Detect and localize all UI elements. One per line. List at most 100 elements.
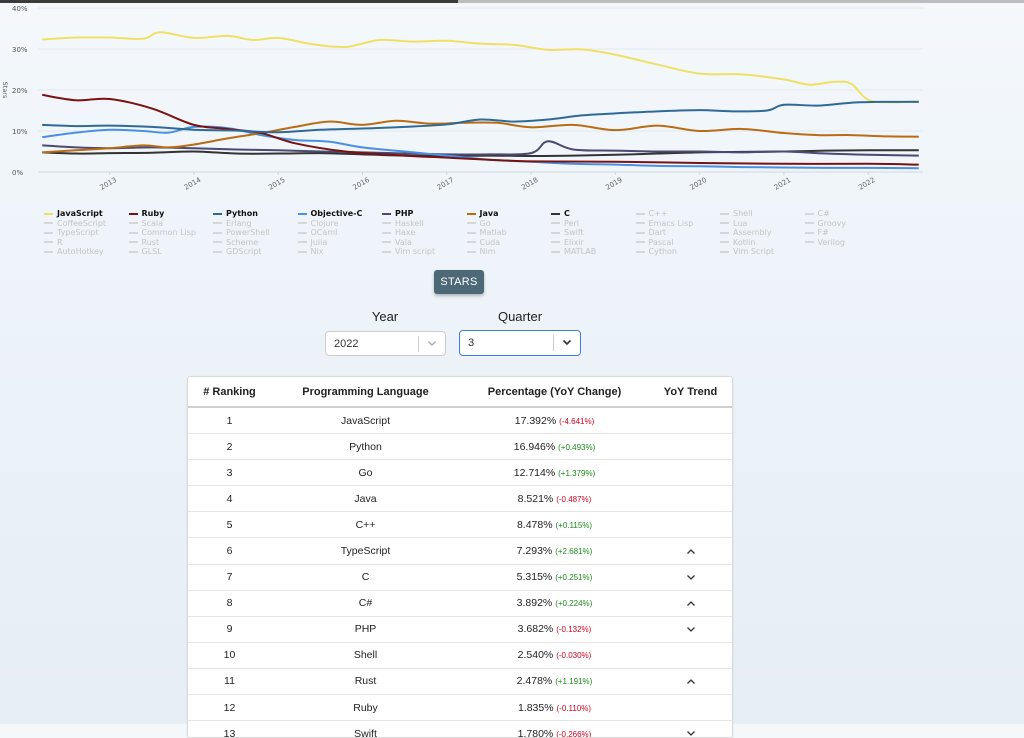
legend-item-emacs-lisp[interactable]: Emacs Lisp bbox=[635, 219, 721, 229]
legend-item-lua[interactable]: Lua bbox=[720, 219, 805, 229]
rank-cell: 6 bbox=[226, 545, 233, 558]
legend-row: TypeScript Common Lisp PowerShell OCaml Haxe… bbox=[44, 228, 924, 238]
legend-item-objective-c[interactable]: Objective-C bbox=[297, 209, 383, 219]
year-select[interactable]: 2022 bbox=[325, 331, 446, 356]
percentage-value: 3.892% bbox=[516, 597, 553, 610]
legend-item-cython[interactable]: Cython bbox=[635, 247, 721, 257]
legend-label: Nix bbox=[310, 247, 324, 257]
legend-item-autohotkey[interactable]: AutoHotkey bbox=[44, 247, 129, 257]
legend-item-scala[interactable]: Scala bbox=[128, 219, 214, 229]
legend-item-clojure[interactable]: Clojure bbox=[297, 218, 383, 229]
legend-row: CoffeeScript Scala Erlang Clojure Haskell Go P… bbox=[44, 219, 924, 229]
legend-item-common-lisp[interactable]: Common Lisp bbox=[128, 228, 214, 238]
yoy-change: (-0.132%) bbox=[556, 625, 592, 635]
line-chart: 0% 10% 20% 30% 40% Stars 2013 2014 2015 2016 2017 2… bbox=[1, 5, 923, 192]
legend-item-matlab[interactable]: Matlab bbox=[466, 228, 552, 238]
legend-item-c-[interactable]: C# bbox=[804, 209, 890, 219]
legend-item-coffeescript[interactable]: CoffeeScript bbox=[44, 219, 129, 229]
chevron-up-icon bbox=[686, 548, 695, 554]
series-line-java bbox=[42, 119, 919, 154]
legend-item-groovy[interactable]: Groovy bbox=[804, 219, 890, 229]
table-body: 1 JavaScript 17.392% (-4.641%) 2 Python 16.94… bbox=[188, 408, 732, 738]
legend-item-ocaml[interactable]: OCaml bbox=[297, 228, 383, 238]
legend-item-python[interactable]: Python bbox=[213, 209, 298, 219]
legend-swatch bbox=[551, 231, 560, 234]
language-cell: C bbox=[361, 571, 370, 584]
legend-item-ruby[interactable]: Ruby bbox=[128, 209, 214, 219]
legend-swatch bbox=[213, 241, 222, 244]
legend-swatch bbox=[128, 222, 138, 225]
legend-item-nim[interactable]: Nim bbox=[466, 247, 552, 257]
stars-metric-button[interactable]: STARS bbox=[434, 270, 484, 294]
legend-item-php[interactable]: PHP bbox=[382, 209, 467, 219]
legend-item-c[interactable]: C bbox=[551, 209, 636, 219]
legend-item-elixir[interactable]: Elixir bbox=[551, 238, 636, 248]
legend-item-kotlin[interactable]: Kotlin bbox=[720, 238, 805, 248]
legend-item-go[interactable]: Go bbox=[466, 219, 552, 229]
legend-swatch bbox=[551, 241, 560, 244]
legend-item-javascript[interactable]: JavaScript bbox=[44, 209, 129, 219]
header-language[interactable]: Programming Language bbox=[302, 385, 429, 398]
legend-item-vim-script[interactable]: Vim script bbox=[382, 247, 467, 257]
legend-item-matlab[interactable]: MATLAB bbox=[551, 247, 636, 257]
percentage-cell: 1.835% (-0.110%) bbox=[460, 702, 649, 714]
header-percentage[interactable]: Percentage (YoY Change) bbox=[487, 385, 622, 398]
percentage-value: 8.478% bbox=[516, 518, 553, 531]
legend-item-shell[interactable]: Shell bbox=[720, 209, 805, 219]
legend-item-haskell[interactable]: Haskell bbox=[382, 219, 467, 229]
series-line-php bbox=[42, 140, 919, 157]
legend-item-vim-script[interactable]: Vim Script bbox=[720, 247, 805, 257]
trend-cell bbox=[649, 626, 732, 633]
legend-item-gdscript[interactable]: GDScript bbox=[213, 247, 298, 257]
legend-label: Vala bbox=[395, 237, 412, 247]
legend-item-erlang[interactable]: Erlang bbox=[213, 219, 298, 229]
legend-item-vala[interactable]: Vala bbox=[382, 238, 467, 248]
legend-label: Haskell bbox=[395, 218, 424, 228]
percentage-value: 17.392% bbox=[514, 414, 557, 427]
legend-label: Common Lisp bbox=[141, 228, 197, 238]
chevron-down-icon bbox=[686, 574, 695, 580]
header-trend[interactable]: YoY Trend bbox=[663, 385, 718, 398]
legend-item-haxe[interactable]: Haxe bbox=[382, 228, 467, 238]
legend-item-dart[interactable]: Dart bbox=[635, 228, 721, 238]
rank-cell: 5 bbox=[226, 518, 233, 531]
language-cell: Swift bbox=[354, 727, 377, 738]
table-row: 8 C# 3.892% (+0.224%) bbox=[188, 591, 732, 617]
series-line-python bbox=[42, 100, 919, 134]
legend-swatch bbox=[128, 250, 138, 253]
x-tick-label: 2013 bbox=[99, 176, 118, 192]
legend-item-f-[interactable]: F# bbox=[804, 228, 890, 238]
legend-item-julia[interactable]: Julia bbox=[297, 238, 383, 248]
quarter-select[interactable]: 3 bbox=[459, 330, 581, 356]
legend-label: GDScript bbox=[226, 247, 262, 257]
legend-item-r[interactable]: R bbox=[44, 238, 129, 248]
legend-item-c-[interactable]: C++ bbox=[635, 209, 721, 219]
legend-swatch bbox=[128, 231, 138, 234]
legend-label: Clojure bbox=[310, 218, 339, 228]
percentage-cell: 16.946% (+0.493%) bbox=[460, 441, 649, 453]
legend-item-powershell[interactable]: PowerShell bbox=[213, 228, 298, 238]
quarter-label: Quarter bbox=[497, 309, 543, 324]
percentage-cell: 17.392% (-4.641%) bbox=[460, 415, 649, 427]
legend-swatch bbox=[213, 231, 222, 234]
legend-item-pascal[interactable]: Pascal bbox=[635, 238, 721, 248]
rank-cell: 3 bbox=[226, 466, 233, 479]
legend-item-java[interactable]: Java bbox=[466, 209, 552, 219]
legend-item-rust[interactable]: Rust bbox=[128, 238, 214, 248]
legend-item-perl[interactable]: Perl bbox=[551, 219, 636, 229]
percentage-value: 3.682% bbox=[517, 623, 554, 636]
legend-item-swift[interactable]: Swift bbox=[551, 228, 636, 238]
legend-swatch bbox=[44, 250, 53, 253]
legend-item-verilog[interactable]: Verilog bbox=[804, 238, 890, 248]
legend-item-scheme[interactable]: Scheme bbox=[213, 238, 298, 248]
legend-item-typescript[interactable]: TypeScript bbox=[44, 228, 129, 238]
legend-swatch bbox=[297, 250, 307, 253]
legend-item-cuda[interactable]: Cuda bbox=[466, 238, 552, 248]
legend-item-glsl[interactable]: GLSL bbox=[128, 247, 214, 257]
legend-label: Java bbox=[479, 209, 499, 219]
legend-item-assembly[interactable]: Assembly bbox=[720, 228, 805, 238]
legend-swatch bbox=[804, 212, 814, 215]
header-ranking[interactable]: # Ranking bbox=[203, 385, 256, 398]
legend-item-nix[interactable]: Nix bbox=[297, 247, 383, 257]
rank-cell: 12 bbox=[223, 701, 236, 714]
